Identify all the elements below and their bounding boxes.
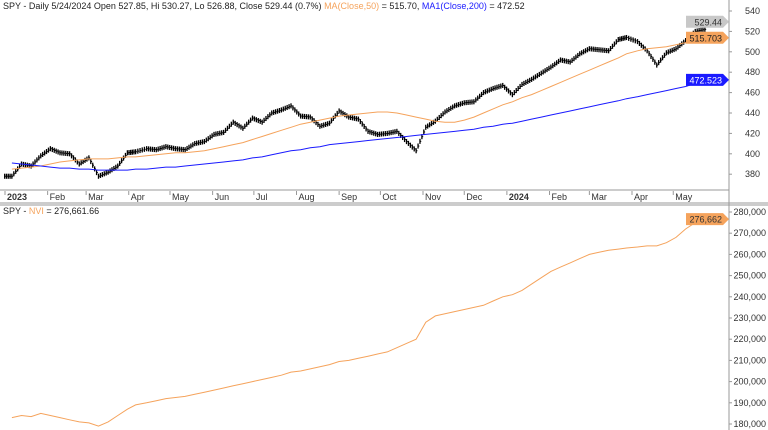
nvi-badge: 276,662 (686, 213, 729, 226)
ma200-line (11, 79, 706, 171)
x-tick-label: Jul (256, 192, 268, 202)
x-tick-label: May (172, 192, 190, 202)
x-tick-label: Apr (634, 192, 648, 202)
price-panel-header: SPY - Daily 5/24/2024 Open 527.85, Hi 53… (3, 1, 525, 11)
x-tick-label: May (675, 192, 693, 202)
nvi-panel-header: SPY - NVI = 276,661.66 (3, 206, 99, 216)
x-tick-label: Feb (50, 192, 66, 202)
y-tick-label: 190,000 (733, 398, 766, 408)
close-price-badge-bg (686, 15, 729, 28)
y-tick-label: 260,000 (733, 249, 766, 259)
ma200-value: = 472.52 (486, 1, 525, 11)
nvi-line (11, 218, 706, 427)
ma50-badge-text: 515.703 (689, 33, 722, 43)
y-tick-label: 460 (745, 88, 760, 98)
price-bars (4, 26, 707, 179)
x-tick-label: Mar (591, 192, 607, 202)
ma200-badge: 472.523 (686, 73, 729, 86)
ma50-line (11, 35, 706, 170)
x-tick-label: Mar (88, 192, 104, 202)
nvi-symbol: SPY - (3, 206, 29, 216)
y-tick-label: 240,000 (733, 292, 766, 302)
y-tick-label: 200,000 (733, 377, 766, 387)
y-tick-label: 420 (745, 128, 760, 138)
y-tick-label: 220,000 (733, 334, 766, 344)
y-tick-label: 250,000 (733, 271, 766, 281)
y-tick-label: 380 (745, 169, 760, 179)
y-tick-label: 500 (745, 47, 760, 57)
x-tick-label: Nov (425, 192, 442, 202)
ma50-badge: 515.703 (686, 31, 729, 44)
y-tick-label: 230,000 (733, 313, 766, 323)
y-tick-label: 210,000 (733, 355, 766, 365)
x-tick-label: Dec (466, 192, 483, 202)
x-tick-label: Apr (131, 192, 145, 202)
nvi-badge-text: 276,662 (689, 215, 722, 225)
ma200-badge-text: 472.523 (689, 75, 722, 85)
x-tick-label: Sep (341, 192, 357, 202)
y-tick-label: 520 (745, 26, 760, 36)
x-tick-label: Feb (552, 192, 568, 202)
ma200-badge-bg (686, 73, 729, 86)
close-price-badge: 529.44 (686, 15, 729, 28)
y-tick-label: 180,000 (733, 419, 766, 429)
x-tick-label: Oct (382, 192, 397, 202)
y-tick-label: 540 (745, 6, 760, 16)
close-price-badge-text: 529.44 (694, 17, 722, 27)
x-tick-label: Jun (215, 192, 230, 202)
nvi-badge-bg (686, 213, 729, 226)
y-tick-label: 400 (745, 149, 760, 159)
x-tick-label: Aug (299, 192, 315, 202)
y-tick-label: 440 (745, 108, 760, 118)
ma50-badge-bg (686, 31, 729, 44)
nvi-value: = 276,661.66 (43, 206, 100, 216)
ma50-value: = 515.70, (379, 1, 422, 11)
ma200-label: MA1(Close,200) (421, 1, 487, 11)
symbol-quote-line: SPY - Daily 5/24/2024 Open 527.85, Hi 53… (3, 1, 322, 11)
ma50-label: MA(Close,50) (324, 1, 380, 11)
y-tick-label: 280,000 (733, 207, 766, 217)
y-tick-label: 270,000 (733, 228, 766, 238)
nvi-label: NVI (28, 206, 44, 216)
x-tick-label: 2024 (509, 192, 529, 202)
y-tick-label: 480 (745, 67, 760, 77)
x-tick-label: 2023 (7, 192, 27, 202)
